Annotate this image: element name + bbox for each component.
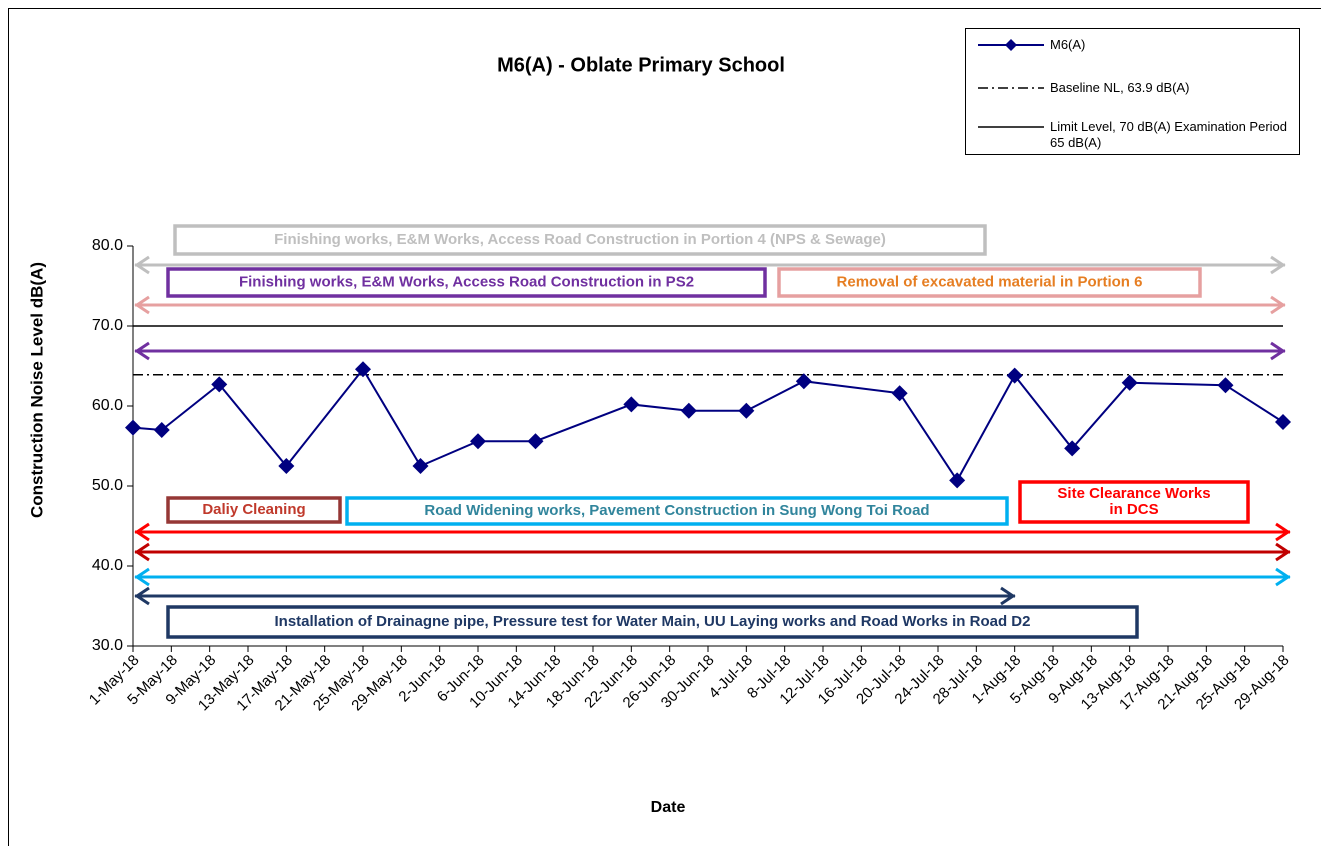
- x-axis-label: Date: [651, 799, 686, 816]
- arrow-head: [134, 586, 150, 606]
- series-line: [132, 367, 1284, 483]
- arrow-head: [1275, 522, 1291, 542]
- data-point: [738, 402, 755, 419]
- y-tick-label: 70.0: [92, 317, 123, 334]
- arrow-head: [134, 567, 150, 587]
- legend-label: Baseline NL, 63.9 dB(A): [1050, 80, 1190, 95]
- arrow-head: [1000, 586, 1016, 606]
- data-point: [891, 385, 908, 402]
- arrow-head: [134, 295, 150, 315]
- data-point: [1064, 440, 1081, 457]
- data-point: [355, 361, 371, 378]
- arrow-head: [1270, 255, 1286, 275]
- data-point: [1121, 374, 1138, 391]
- arrow-head: [134, 522, 150, 542]
- arrow-head: [134, 542, 150, 562]
- data-point: [949, 472, 966, 489]
- annotation-text: in DCS: [1109, 501, 1158, 518]
- annotation-text: Road Widening works, Pavement Constructi…: [424, 502, 929, 519]
- data-point: [125, 419, 141, 436]
- legend-label: Limit Level, 70 dB(A) Examination Period…: [1050, 119, 1288, 150]
- y-tick-label: 50.0: [92, 477, 123, 494]
- data-point: [1275, 414, 1291, 430]
- data-point: [153, 422, 170, 438]
- annotation-box: [345, 496, 1009, 526]
- arrow-head: [1275, 542, 1291, 562]
- data-point: [623, 396, 640, 413]
- data-point: [470, 433, 486, 450]
- y-tick-label: 30.0: [92, 637, 123, 654]
- annotation-box: [166, 267, 767, 298]
- legend-label: M6(A): [1050, 37, 1086, 52]
- arrow-head: [1275, 567, 1291, 587]
- arrow-head: [134, 341, 150, 361]
- data-point: [795, 373, 812, 390]
- frame: [8, 8, 1321, 846]
- chart-title: M6(A) - Oblate Primary School: [497, 54, 785, 76]
- annotation-text: Daliy Cleaning: [202, 501, 305, 518]
- legend-box: [965, 28, 1300, 155]
- arrow-head: [1270, 295, 1286, 315]
- annotation-box: [166, 496, 342, 524]
- data-point: [211, 376, 228, 393]
- data-point: [1006, 367, 1023, 384]
- arrow-head: [134, 255, 150, 275]
- data-point: [278, 458, 295, 474]
- y-tick-label: 60.0: [92, 397, 123, 414]
- y-tick-label: 80.0: [92, 237, 123, 254]
- data-point: [1217, 377, 1234, 394]
- annotation-text: Finishing works, E&M Works, Access Road …: [239, 273, 694, 290]
- annotation-box: [173, 224, 987, 256]
- annotation-text: Finishing works, E&M Works, Access Road …: [274, 231, 886, 248]
- y-tick-label: 40.0: [92, 557, 123, 574]
- annotation-text: Site Clearance Works: [1057, 485, 1210, 502]
- data-point: [680, 402, 697, 419]
- data-point: [527, 433, 544, 450]
- legend-marker: [1005, 39, 1017, 51]
- arrow-head: [1270, 341, 1286, 361]
- annotation-text: Removal of excavated material in Portion…: [837, 273, 1143, 290]
- data-point: [412, 458, 429, 474]
- annotation-text: Installation of Drainagne pipe, Pressure…: [275, 613, 1031, 630]
- y-axis-label: Construction Noise Level dB(A): [27, 262, 46, 518]
- annotation-box: [1018, 480, 1250, 524]
- annotation-box: [166, 605, 1139, 639]
- annotation-box: [777, 267, 1202, 298]
